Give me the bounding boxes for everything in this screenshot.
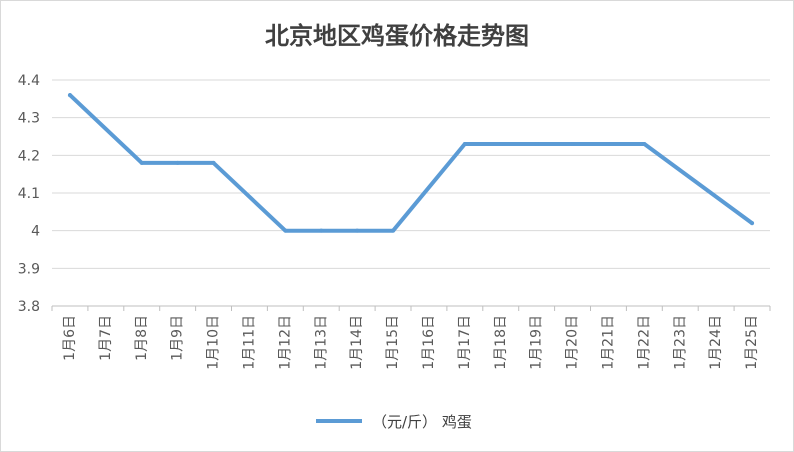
x-tick-label: 1月11日 [241,315,257,370]
series-line [68,93,754,233]
data-point [606,142,611,147]
data-point [750,221,755,226]
data-point [283,228,288,233]
x-tick-label: 1月10日 [206,315,222,370]
data-point [498,142,503,147]
x-tick-label: 1月17日 [457,315,473,370]
legend: （元/斤） 鸡蛋 [316,410,472,432]
x-tick-label: 1月20日 [565,315,581,370]
x-tick-label: 1月23日 [672,315,688,370]
legend-swatch [316,419,362,423]
x-tick-label: 1月24日 [708,315,724,370]
data-point [211,160,216,165]
data-point [319,228,324,233]
y-tick-label: 3.9 [18,261,40,277]
x-tick-label: 1月7日 [98,315,114,361]
x-tick-label: 1月18日 [493,315,509,370]
data-point [570,142,575,147]
data-point [534,142,539,147]
y-tick-label: 4.1 [18,186,40,202]
x-tick-label: 1月8日 [134,315,150,361]
x-tick-label: 1月25日 [744,315,760,370]
x-tick-label: 1月21日 [600,315,616,370]
y-tick-label: 3.8 [18,299,40,315]
y-tick-label: 4.2 [18,148,40,164]
x-tick-label: 1月16日 [421,315,437,370]
data-point [67,93,72,98]
data-point [391,228,396,233]
chart-title: 北京地区鸡蛋价格走势图 [265,22,529,50]
x-tick-label: 1月14日 [349,315,365,370]
data-point [462,142,467,147]
y-tick-label: 4.3 [18,111,40,127]
data-point [642,142,647,147]
data-point [355,228,360,233]
x-tick-label: 1月13日 [313,315,329,370]
data-point [139,160,144,165]
data-point [175,160,180,165]
legend-label: （元/斤） 鸡蛋 [372,412,472,431]
x-tick-label: 1月19日 [529,315,545,370]
y-tick-label: 4 [31,224,40,240]
x-tick-label: 1月22日 [636,315,652,370]
y-tick-label: 4.4 [18,73,40,89]
x-tick-label: 1月15日 [385,315,401,370]
x-tick-label: 1月12日 [277,315,293,370]
x-tick-label: 1月6日 [62,315,78,361]
x-tick-label: 1月9日 [170,315,186,361]
